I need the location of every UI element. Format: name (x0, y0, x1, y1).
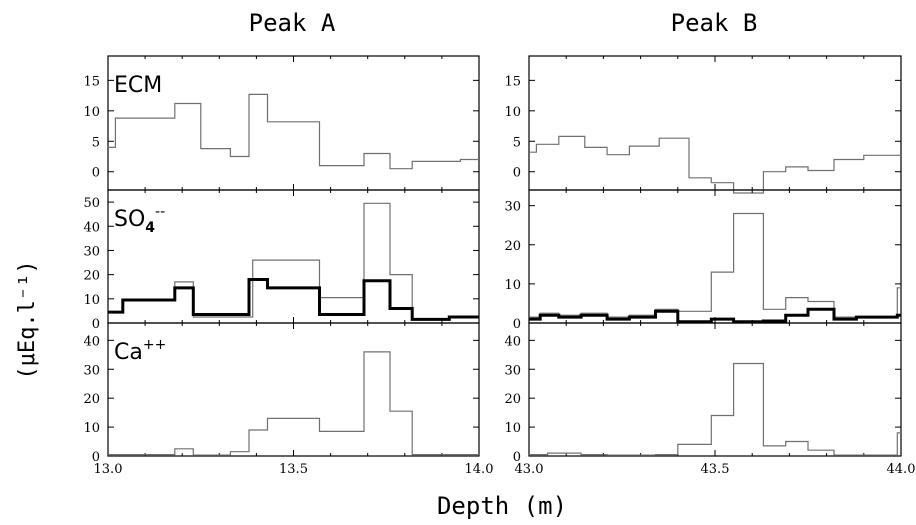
y-tick-label: 30 (83, 244, 100, 259)
panel-label: SO4-- (114, 204, 165, 236)
column-title-peak-a: Peak A (249, 9, 336, 37)
y-tick-label: 20 (504, 239, 521, 254)
y-tick-label: 0 (513, 450, 521, 465)
x-tick-label: 14.0 (465, 462, 494, 477)
panel-frame (107, 55, 480, 191)
series-thick-line (108, 278, 479, 321)
y-tick-label: 10 (83, 105, 100, 120)
series-thick-line (529, 307, 901, 324)
y-tick-label: 0 (92, 317, 100, 332)
panel-5: 0 10 20 30 40 13.0 13.5 14.0 Ca++ (83, 322, 494, 477)
panel-3: 0 10 20 30 40 50 SO4-- (83, 189, 480, 332)
panel-label-main: Ca (114, 340, 143, 365)
panel-frame (528, 322, 902, 457)
y-axis-label: (μEq.l⁻¹) (15, 260, 40, 379)
y-tick-label: 15 (83, 74, 100, 89)
panel-label-superscript: ++ (143, 337, 166, 353)
panel-6: 0 10 20 30 40 43.0 43.5 44.0 (504, 322, 916, 477)
y-tick-label: 50 (83, 196, 100, 211)
y-tick-label: 20 (504, 392, 521, 407)
y-tick-label: 0 (513, 166, 521, 181)
panel-frame (528, 55, 902, 191)
y-tick-label: 40 (83, 334, 100, 349)
y-tick-label: 20 (83, 269, 100, 284)
column-title-peak-b: Peak B (671, 9, 758, 37)
y-tick-label: 0 (513, 317, 521, 332)
y-tick-label: 5 (513, 135, 521, 150)
x-tick-label: 43.5 (701, 462, 730, 477)
series-thin-line (529, 212, 901, 318)
y-tick-label: 20 (83, 392, 100, 407)
y-tick-label: 15 (504, 74, 521, 89)
x-tick-label: 43.0 (515, 462, 544, 477)
series-thin-line (108, 93, 479, 170)
panel-label: Ca++ (114, 337, 166, 365)
y-tick-label: 0 (92, 166, 100, 181)
panel-frame (528, 189, 902, 324)
y-tick-label: 10 (83, 421, 100, 436)
panel-1: 0 5 10 15 ECM (83, 55, 480, 191)
y-tick-label: 40 (504, 334, 521, 349)
panel-label-ecm: ECM (114, 73, 162, 98)
y-tick-label: 10 (504, 105, 521, 120)
x-tick-label: 13.5 (279, 462, 308, 477)
y-tick-label: 10 (504, 278, 521, 293)
y-tick-label: 40 (83, 220, 100, 235)
series-thin-line (529, 362, 901, 456)
panel-label-superscript: -- (155, 204, 165, 220)
x-tick-label: 13.0 (94, 462, 123, 477)
x-axis-label: Depth (m) (437, 492, 567, 520)
y-tick-label: 30 (504, 200, 521, 215)
y-tick-label: 10 (504, 421, 521, 436)
panel-4: 0 10 20 30 (504, 189, 902, 332)
y-tick-label: 5 (92, 135, 100, 150)
series-thin-line (529, 135, 901, 194)
y-tick-label: 30 (504, 363, 521, 378)
panel-label-subscript: 4 (145, 220, 155, 236)
y-tick-label: 0 (92, 450, 100, 465)
series-thin-line (108, 202, 479, 320)
series-thin-line (108, 351, 479, 456)
panel-2: 0 5 10 15 (504, 55, 902, 194)
y-tick-label: 30 (83, 363, 100, 378)
x-tick-label: 44.0 (887, 462, 916, 477)
y-tick-label: 10 (83, 293, 100, 308)
panel-label-main: SO (114, 207, 145, 232)
